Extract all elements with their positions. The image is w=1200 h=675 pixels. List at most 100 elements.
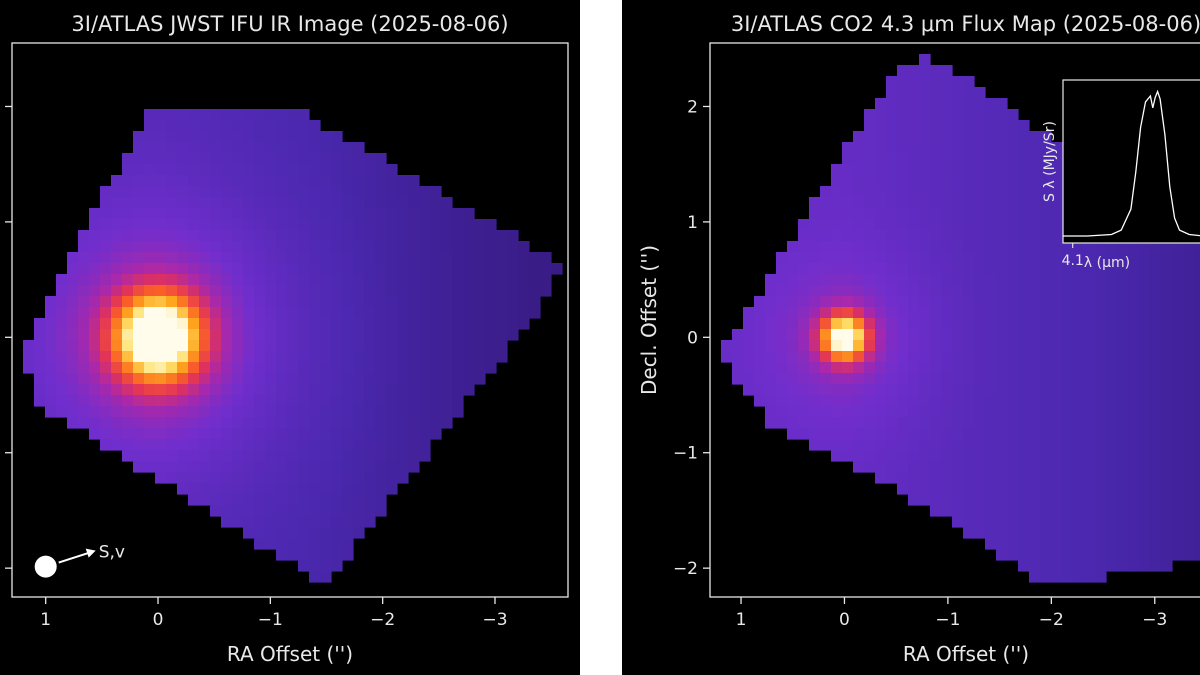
heatmap-cell — [452, 274, 464, 286]
heatmap-cell — [34, 329, 46, 341]
heatmap-cell — [941, 164, 953, 176]
heatmap-cell — [864, 186, 876, 198]
heatmap-cell — [1062, 549, 1074, 561]
heatmap-cell — [133, 439, 145, 451]
heatmap-cell — [919, 164, 931, 176]
heatmap-cell — [111, 285, 123, 297]
heatmap-cell — [1018, 351, 1030, 363]
heatmap-cell — [221, 450, 233, 462]
heatmap-cell — [408, 186, 420, 198]
heatmap-cell — [100, 208, 112, 220]
heatmap-cell — [320, 428, 332, 440]
heatmap-cell — [1161, 329, 1173, 341]
heatmap-cell — [221, 230, 233, 242]
heatmap-cell — [342, 329, 354, 341]
heatmap-cell — [1106, 527, 1118, 539]
heatmap-cell — [798, 428, 810, 440]
heatmap-cell — [265, 219, 277, 231]
heatmap-cell — [1106, 560, 1118, 572]
heatmap-cell — [309, 285, 321, 297]
heatmap-cell — [985, 483, 997, 495]
heatmap-cell — [985, 472, 997, 484]
heatmap-cell — [540, 274, 552, 286]
heatmap-cell — [1117, 527, 1129, 539]
heatmap-cell — [342, 362, 354, 374]
heatmap-cell — [265, 461, 277, 473]
heatmap-cell — [309, 340, 321, 352]
heatmap-cell — [798, 395, 810, 407]
heatmap-cell — [963, 450, 975, 462]
heatmap-cell — [89, 208, 101, 220]
heatmap-cell — [941, 208, 953, 220]
heatmap-cell — [177, 274, 189, 286]
heatmap-cell — [221, 208, 233, 220]
heatmap-cell — [1095, 340, 1107, 352]
heatmap-cell — [776, 373, 788, 385]
heatmap-cell — [996, 428, 1008, 440]
heatmap-cell — [111, 373, 123, 385]
heatmap-cell — [842, 208, 854, 220]
heatmap-cell — [320, 439, 332, 451]
heatmap-cell — [243, 362, 255, 374]
heatmap-cell — [430, 296, 442, 308]
heatmap-cell — [1150, 560, 1162, 572]
heatmap-cell — [941, 98, 953, 110]
heatmap-cell — [243, 461, 255, 473]
heatmap-cell — [1161, 263, 1173, 275]
heatmap-cell — [886, 351, 898, 363]
heatmap-cell — [177, 395, 189, 407]
heatmap-cell — [974, 472, 986, 484]
heatmap-cell — [331, 406, 343, 418]
heatmap-cell — [886, 439, 898, 451]
heatmap-cell — [1150, 516, 1162, 528]
y-tick-label: 0 — [687, 328, 698, 348]
heatmap-cell — [897, 439, 909, 451]
heatmap-cell — [886, 274, 898, 286]
heatmap-cell — [342, 219, 354, 231]
heatmap-cell — [864, 263, 876, 275]
heatmap-cell — [320, 461, 332, 473]
heatmap-cell — [232, 461, 244, 473]
heatmap-cell — [177, 439, 189, 451]
heatmap-cell — [331, 186, 343, 198]
heatmap-cell — [111, 318, 123, 330]
heatmap-cell — [89, 406, 101, 418]
heatmap-cell — [996, 461, 1008, 473]
heatmap-cell — [221, 395, 233, 407]
heatmap-cell — [430, 274, 442, 286]
heatmap-cell — [820, 208, 832, 220]
heatmap-cell — [210, 263, 222, 275]
heatmap-cell — [864, 230, 876, 242]
heatmap-cell — [375, 340, 387, 352]
heatmap-cell — [254, 538, 266, 550]
heatmap-cell — [1172, 329, 1184, 341]
heatmap-cell — [886, 153, 898, 165]
heatmap-cell — [111, 274, 123, 286]
heatmap-cell — [798, 241, 810, 253]
heatmap-cell — [276, 340, 288, 352]
heatmap-cell — [89, 373, 101, 385]
heatmap-cell — [265, 439, 277, 451]
heatmap-cell — [1183, 274, 1195, 286]
heatmap-cell — [743, 329, 755, 341]
heatmap-cell — [166, 241, 178, 253]
heatmap-cell — [1051, 252, 1063, 264]
heatmap-cell — [1040, 450, 1052, 462]
heatmap-cell — [908, 87, 920, 99]
heatmap-cell — [133, 197, 145, 209]
heatmap-cell — [342, 285, 354, 297]
heatmap-cell — [309, 549, 321, 561]
heatmap-cell — [353, 274, 365, 286]
heatmap-cell — [1062, 505, 1074, 517]
heatmap-cell — [155, 340, 167, 352]
heatmap-cell — [1161, 406, 1173, 418]
heatmap-cell — [67, 307, 79, 319]
heatmap-cell — [1183, 329, 1195, 341]
heatmap-cell — [210, 241, 222, 253]
heatmap-cell — [408, 406, 420, 418]
heatmap-cell — [897, 351, 909, 363]
heatmap-cell — [776, 274, 788, 286]
heatmap-cell — [1117, 505, 1129, 517]
heatmap-cell — [1194, 494, 1200, 506]
heatmap-cell — [496, 230, 508, 242]
